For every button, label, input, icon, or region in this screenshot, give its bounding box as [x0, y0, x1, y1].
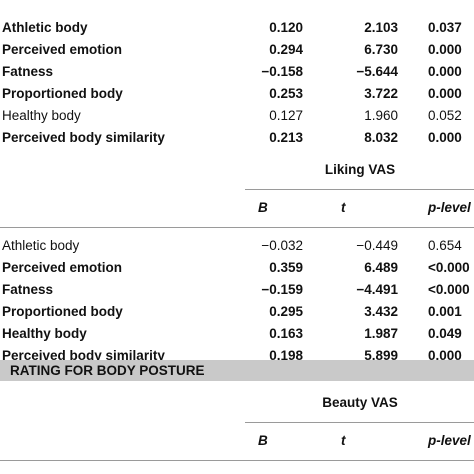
cell-t: −0.449 — [356, 238, 398, 253]
cell-b: 0.294 — [269, 42, 303, 57]
row-label: Fatness — [2, 64, 54, 79]
column-header: t — [341, 433, 346, 448]
column-header: B — [258, 200, 268, 215]
column-header: p-level — [428, 200, 471, 215]
cell-t: 3.722 — [364, 86, 398, 101]
row-label: Athletic body — [2, 20, 88, 35]
row-label: Proportioned body — [2, 304, 123, 319]
cell-p: <0.000 — [428, 260, 470, 275]
cell-t: 6.730 — [364, 42, 398, 57]
cell-b: 0.163 — [269, 326, 303, 341]
column-header: t — [341, 200, 346, 215]
cell-t: −5.644 — [356, 64, 398, 79]
cell-b: −0.158 — [261, 64, 303, 79]
cell-b: 0.253 — [269, 86, 303, 101]
row-label: Athletic body — [2, 238, 80, 253]
cell-p: 0.001 — [428, 304, 462, 319]
row-label: Perceived emotion — [2, 260, 123, 275]
row-label: Perceived body similarity — [2, 130, 165, 145]
rule — [245, 189, 474, 190]
cell-t: 6.489 — [364, 260, 398, 275]
group-title: Liking VAS — [324, 162, 396, 177]
column-header: B — [258, 433, 268, 448]
row-label: Proportioned body — [2, 86, 123, 101]
cell-p: 0.000 — [428, 348, 462, 363]
group-title: Beauty VAS — [322, 395, 398, 410]
cell-b: 0.127 — [269, 108, 303, 123]
row-label: Healthy body — [2, 326, 87, 341]
cell-b: 0.359 — [269, 260, 303, 275]
section-bar — [0, 360, 474, 381]
section-heading: RATING FOR BODY POSTURE — [10, 363, 205, 378]
rule — [0, 227, 474, 228]
cell-t: 3.432 — [364, 304, 398, 319]
cell-b: −0.032 — [261, 238, 303, 253]
cell-p: 0.000 — [428, 42, 462, 57]
cell-t: 1.987 — [364, 326, 398, 341]
cell-b: 0.213 — [269, 130, 303, 145]
rule — [0, 460, 474, 461]
rule — [245, 422, 474, 423]
row-label: Healthy body — [2, 108, 81, 123]
cell-p: <0.000 — [428, 282, 470, 297]
cell-p: 0.000 — [428, 86, 462, 101]
cell-t: −4.491 — [356, 282, 398, 297]
row-label: Perceived emotion — [2, 42, 123, 57]
cell-p: 0.000 — [428, 64, 462, 79]
cell-b: 0.198 — [269, 348, 303, 363]
cell-t: 8.032 — [364, 130, 398, 145]
cell-t: 2.103 — [364, 20, 398, 35]
row-label: Perceived body similarity — [2, 348, 165, 363]
cell-p: 0.654 — [428, 238, 462, 253]
cell-p: 0.037 — [428, 20, 462, 35]
cell-p: 0.052 — [428, 108, 462, 123]
cell-b: −0.159 — [261, 282, 303, 297]
cell-p: 0.000 — [428, 130, 462, 145]
column-header: p-level — [428, 433, 471, 448]
cell-p: 0.049 — [428, 326, 462, 341]
cell-t: 1.960 — [364, 108, 398, 123]
row-label: Fatness — [2, 282, 54, 297]
cell-b: 0.295 — [269, 304, 303, 319]
cell-b: 0.120 — [269, 20, 303, 35]
cell-t: 5.899 — [364, 348, 398, 363]
